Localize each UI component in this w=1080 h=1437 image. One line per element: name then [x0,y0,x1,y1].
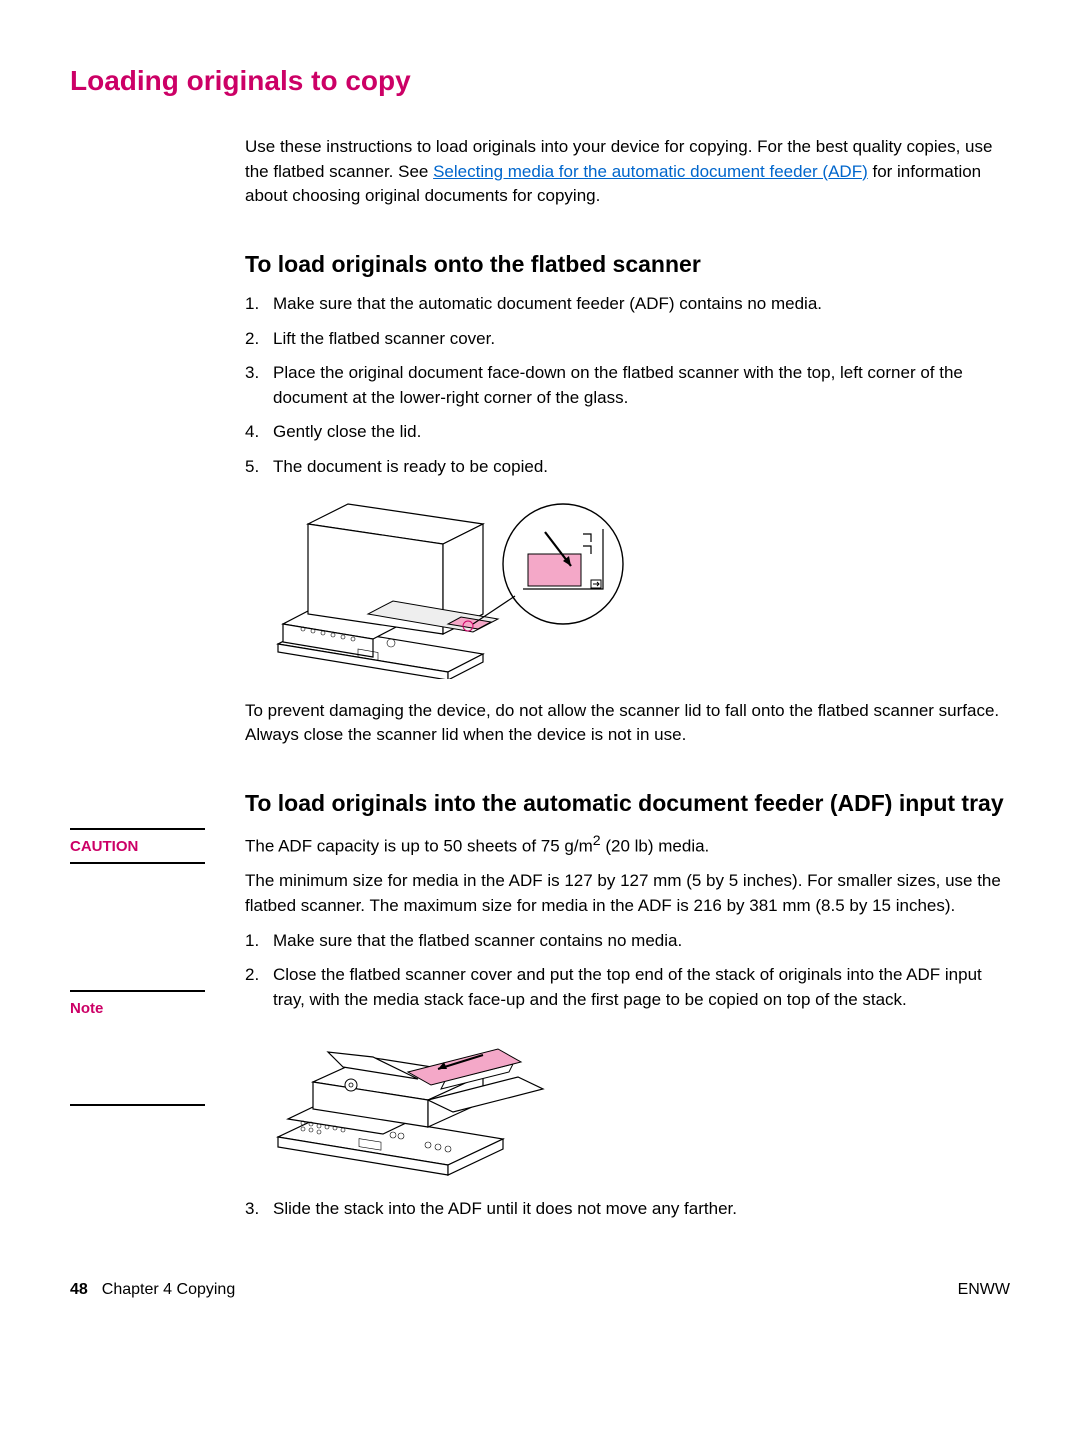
section1-heading: To load originals onto the flatbed scann… [245,251,1005,278]
list-text: Make sure that the automatic document fe… [273,292,1005,317]
list-item: 2.Close the flatbed scanner cover and pu… [245,963,1005,1012]
intro-paragraph: Use these instructions to load originals… [245,135,1005,209]
list-text: Slide the stack into the ADF until it do… [273,1197,1005,1222]
note-sup: 2 [593,833,601,849]
page-number: 48 [70,1281,88,1299]
caution-text: To prevent damaging the device, do not a… [245,699,1005,748]
list-item: 3.Slide the stack into the ADF until it … [245,1197,1005,1222]
list-num: 3. [245,361,273,410]
list-item: 4.Gently close the lid. [245,420,1005,445]
note-label: Note [70,1000,103,1017]
note-size-text: The minimum size for media in the ADF is… [245,869,1005,918]
list-text: Make sure that the flatbed scanner conta… [273,929,1005,954]
section2-list: 1.Make sure that the flatbed scanner con… [245,929,1005,1013]
list-item: 1.Make sure that the automatic document … [245,292,1005,317]
list-num: 4. [245,420,273,445]
section2-list-cont: 3.Slide the stack into the ADF until it … [245,1197,1005,1222]
list-item: 3.Place the original document face-down … [245,361,1005,410]
list-text: The document is ready to be copied. [273,455,1005,480]
flatbed-illustration [273,494,1005,679]
note-capacity-text: The ADF capacity is up to 50 sheets of 7… [245,831,1005,859]
note-before-sup: The ADF capacity is up to 50 sheets of 7… [245,837,593,856]
chapter-label: Chapter 4 Copying [102,1281,235,1299]
list-num: 2. [245,963,273,1012]
list-item: 2.Lift the flatbed scanner cover. [245,327,1005,352]
section2-heading: To load originals into the automatic doc… [245,790,1005,817]
list-num: 5. [245,455,273,480]
adf-media-link[interactable]: Selecting media for the automatic docume… [433,162,868,181]
page-title: Loading originals to copy [70,65,1010,97]
list-item: 1.Make sure that the flatbed scanner con… [245,929,1005,954]
list-text: Lift the flatbed scanner cover. [273,327,1005,352]
list-num: 3. [245,1197,273,1222]
list-text: Gently close the lid. [273,420,1005,445]
list-num: 1. [245,929,273,954]
caution-label: CAUTION [70,838,138,855]
section1-list: 1.Make sure that the automatic document … [245,292,1005,480]
note-after-sup: (20 lb) media. [601,837,710,856]
list-num: 1. [245,292,273,317]
page-footer: 48 Chapter 4 Copying ENWW [70,1281,1010,1299]
list-text: Place the original document face-down on… [273,361,1005,410]
adf-illustration [273,1027,1005,1177]
list-text: Close the flatbed scanner cover and put … [273,963,1005,1012]
list-num: 2. [245,327,273,352]
list-item: 5.The document is ready to be copied. [245,455,1005,480]
footer-right: ENWW [958,1281,1010,1299]
